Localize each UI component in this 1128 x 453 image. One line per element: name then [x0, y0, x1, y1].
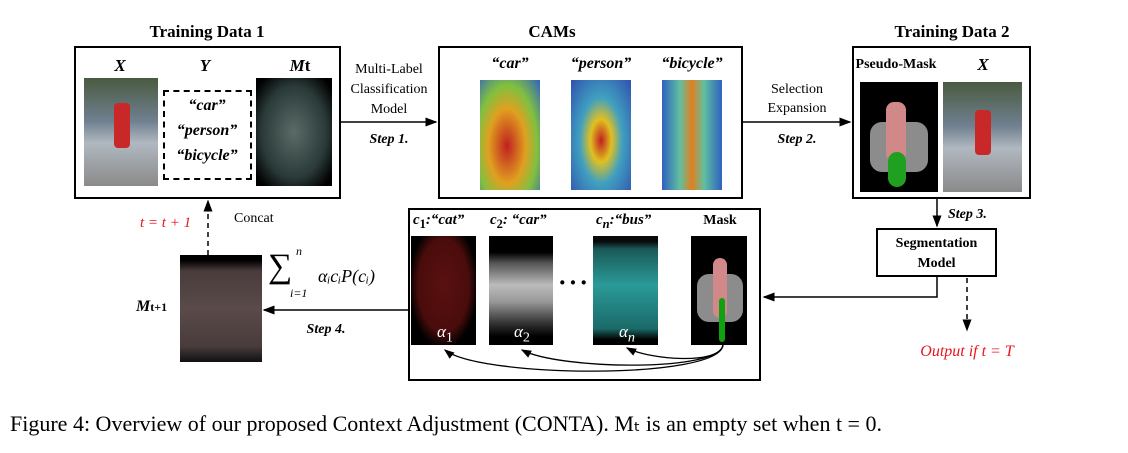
- y-label: Y: [199, 56, 211, 75]
- alpha-1: α1: [436, 322, 454, 346]
- output-condition: Output if t = T: [920, 343, 1014, 360]
- c2-label: c2: “car”: [490, 212, 547, 231]
- dictionary-mask-image: [691, 236, 747, 345]
- label-person: “person”: [176, 122, 238, 139]
- arrow-to-mask: [762, 276, 938, 302]
- sum-lower: i=1: [290, 286, 308, 300]
- multi-label-model-text: Multi-Label Classification Model: [350, 62, 428, 117]
- selection-expansion-text: Selection Expansion: [767, 82, 827, 116]
- alpha-2: α2: [513, 322, 531, 346]
- cams-box: [438, 46, 743, 199]
- sum-upper: n: [296, 244, 302, 258]
- arrow-mask-alpha-2: [520, 344, 724, 366]
- figure-caption: Figure 4: Overview of our proposed Conte…: [10, 411, 882, 436]
- cam-label-bicycle: “bicycle”: [661, 55, 723, 72]
- cam-label-car: “car”: [491, 55, 529, 72]
- t-update-label: t = t + 1: [140, 215, 192, 231]
- ellipsis: ···: [557, 268, 591, 297]
- cam-person: [571, 80, 631, 190]
- labels-y-box: [163, 90, 252, 180]
- step2-label: Step 2.: [777, 132, 817, 147]
- dictionary-image-car: [489, 236, 553, 345]
- step1-label: Step 1.: [369, 132, 409, 147]
- sum-body: αᵢcᵢP(cᵢ): [318, 266, 375, 286]
- dictionary-image-bus: [593, 236, 658, 345]
- mt-image: [256, 78, 332, 186]
- cam-label-person: “person”: [570, 55, 632, 72]
- sum-symbol: ∑: [268, 248, 293, 285]
- step3-label: Step 3.: [948, 207, 987, 222]
- mt-label: Mt: [289, 56, 311, 75]
- cam-bicycle: [662, 80, 722, 190]
- arrow-mask-alpha-1: [443, 344, 724, 372]
- c1-label: c1:“cat”: [413, 212, 465, 231]
- cam-car: [480, 80, 540, 190]
- label-car: “car”: [188, 97, 226, 114]
- x-label-2: X: [977, 55, 989, 74]
- training-data-2-box: [852, 46, 1031, 199]
- training-data-1-title: Training Data 1: [149, 22, 265, 41]
- segmentation-model-box: Segmentation Model: [876, 228, 997, 277]
- step4-label: Step 4.: [306, 322, 346, 337]
- pseudo-mask-label: Pseudo-Mask: [855, 57, 937, 72]
- cn-label: cn:“bus”: [596, 212, 652, 231]
- alpha-n: αn: [618, 322, 636, 346]
- confounder-dictionary-box: [408, 208, 761, 381]
- training-data-2-title: Training Data 2: [894, 22, 1010, 41]
- mt-plus-1-label: Mt+1: [136, 298, 168, 315]
- label-bicycle: “bicycle”: [176, 147, 238, 164]
- input-image-x: [84, 78, 158, 186]
- mt-plus-1-image: [180, 255, 262, 362]
- x-label: X: [114, 56, 126, 75]
- concat-label: Concat: [234, 211, 274, 226]
- input-image-x-2: [943, 82, 1022, 192]
- pseudo-mask-image: [860, 82, 938, 192]
- training-data-1-box: [74, 46, 341, 199]
- cams-title: CAMs: [528, 22, 576, 41]
- dictionary-image-cat: [411, 236, 476, 345]
- mask-label: Mask: [703, 213, 737, 228]
